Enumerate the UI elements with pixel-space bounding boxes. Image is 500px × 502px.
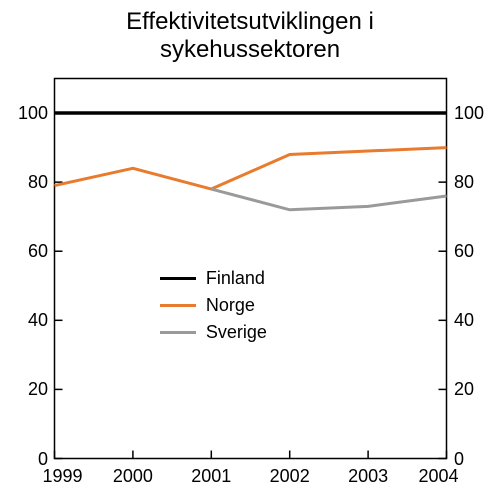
legend-item-sverige: Sverige xyxy=(160,322,267,343)
y-tick-label-left: 80 xyxy=(28,172,48,193)
legend-swatch xyxy=(160,331,196,334)
legend-label: Finland xyxy=(206,268,265,289)
x-tick-label: 2004 xyxy=(418,466,458,487)
legend-item-finland: Finland xyxy=(160,268,267,289)
y-tick-label-right: 60 xyxy=(454,241,474,262)
chart-title: Effektivitetsutviklingen i sykehussektor… xyxy=(0,8,500,63)
y-tick-label-right: 100 xyxy=(454,103,484,124)
legend-label: Norge xyxy=(206,295,255,316)
y-tick-label-right: 80 xyxy=(454,172,474,193)
chart-title-line2: sykehussektoren xyxy=(0,36,500,64)
x-tick-label: 2000 xyxy=(113,466,153,487)
legend-swatch xyxy=(160,304,196,307)
y-tick-label-left: 40 xyxy=(28,310,48,331)
x-tick-label: 2002 xyxy=(270,466,310,487)
legend: Finland Norge Sverige xyxy=(160,268,267,349)
legend-item-norge: Norge xyxy=(160,295,267,316)
chart-container: Effektivitetsutviklingen i sykehussektor… xyxy=(0,0,500,502)
y-tick-label-right: 40 xyxy=(454,310,474,331)
x-tick-label: 2001 xyxy=(191,466,231,487)
legend-swatch xyxy=(160,277,196,280)
y-tick-label-left: 100 xyxy=(18,103,48,124)
y-tick-label-left: 60 xyxy=(28,241,48,262)
x-tick-label: 1999 xyxy=(42,466,82,487)
chart-title-line1: Effektivitetsutviklingen i xyxy=(0,8,500,36)
y-tick-label-right: 20 xyxy=(454,379,474,400)
legend-label: Sverige xyxy=(206,322,267,343)
y-tick-label-left: 20 xyxy=(28,379,48,400)
x-tick-label: 2003 xyxy=(348,466,388,487)
